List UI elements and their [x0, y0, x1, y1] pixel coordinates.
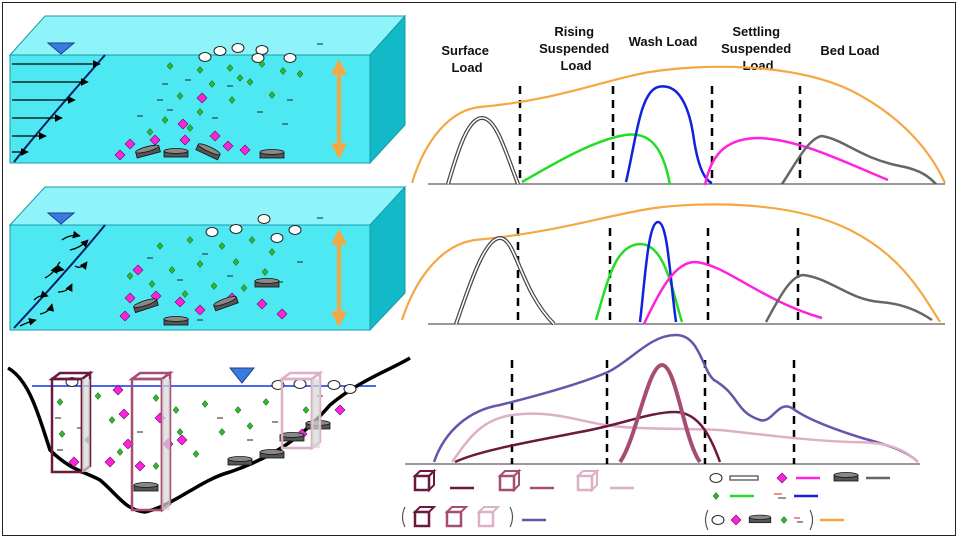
legend-light-profile — [575, 468, 634, 493]
curve-wash-load — [638, 220, 678, 323]
curve-medium-profile — [618, 362, 702, 464]
curve-settling-suspended-load — [703, 136, 889, 186]
curve-bed-load — [764, 273, 933, 323]
water-surface-marker-icon — [46, 42, 76, 55]
medium-profile-box-icon — [497, 468, 522, 493]
magenta-diamond-icon — [776, 472, 788, 484]
green-diamond-icon — [712, 492, 720, 500]
water-front-face — [9, 54, 371, 164]
load-graph-top — [410, 65, 947, 186]
gray-disk-icon — [833, 472, 859, 482]
water-top-face — [8, 15, 407, 56]
load-graph-middle — [400, 203, 945, 326]
zone-labels: Surface Load Rising Suspended Load Wash … — [441, 24, 879, 75]
legend-bed-load — [833, 472, 890, 482]
legend-combined-profile — [401, 506, 546, 528]
curve-combined-profile — [432, 333, 919, 463]
curve-rising-suspended-load — [521, 133, 672, 186]
zone-label-surface: Surface Load — [441, 43, 492, 75]
legend-settling-load — [776, 472, 820, 484]
channel-block-top — [8, 14, 407, 165]
curve-total-load — [410, 65, 947, 184]
legend-total-load — [704, 509, 844, 531]
channel-block-middle — [8, 185, 407, 332]
combined-particle-icon — [704, 509, 814, 531]
sampling-profile-light — [278, 370, 324, 451]
river-cross-section — [7, 356, 411, 514]
legend-rising-load — [712, 492, 754, 500]
water-top-face — [8, 186, 407, 226]
zone-label-wash: Wash Load — [629, 34, 698, 49]
curve-total-load — [400, 203, 941, 323]
zone-label-rising-suspended: Rising Suspended Load — [539, 24, 613, 73]
zone-dividers — [518, 86, 802, 184]
legend-medium-profile — [497, 468, 554, 493]
water-surface-marker-icon — [228, 367, 256, 384]
zone-label-settling-suspended: Settling Suspended Load — [721, 24, 795, 73]
zone-label-bed: Bed Load — [820, 43, 879, 58]
legend-dark-profile — [412, 468, 474, 493]
legend-wash-load — [774, 493, 818, 499]
legend — [401, 468, 890, 531]
curve-wash-load — [624, 85, 713, 185]
load-graph-bottom — [405, 333, 920, 465]
curve-dark-profile — [454, 410, 722, 464]
curve-light-profile — [450, 412, 919, 463]
velocity-profile-curve — [13, 224, 106, 329]
sampling-profile-medium — [128, 370, 174, 513]
legend-surface-load — [709, 473, 759, 483]
bubble-icon — [709, 473, 723, 483]
sampling-profile-dark — [48, 370, 94, 475]
combined-profile-box-icon — [401, 506, 514, 528]
dash-particle-icon — [774, 493, 786, 499]
dark-profile-box-icon — [412, 468, 437, 493]
water-surface-marker-icon — [46, 212, 76, 225]
light-profile-box-icon — [575, 468, 600, 493]
curve-bed-load — [780, 134, 937, 185]
zone-dividers — [516, 228, 800, 324]
turbulent-eddy-arrows — [19, 230, 89, 327]
velocity-arrows — [12, 60, 101, 156]
